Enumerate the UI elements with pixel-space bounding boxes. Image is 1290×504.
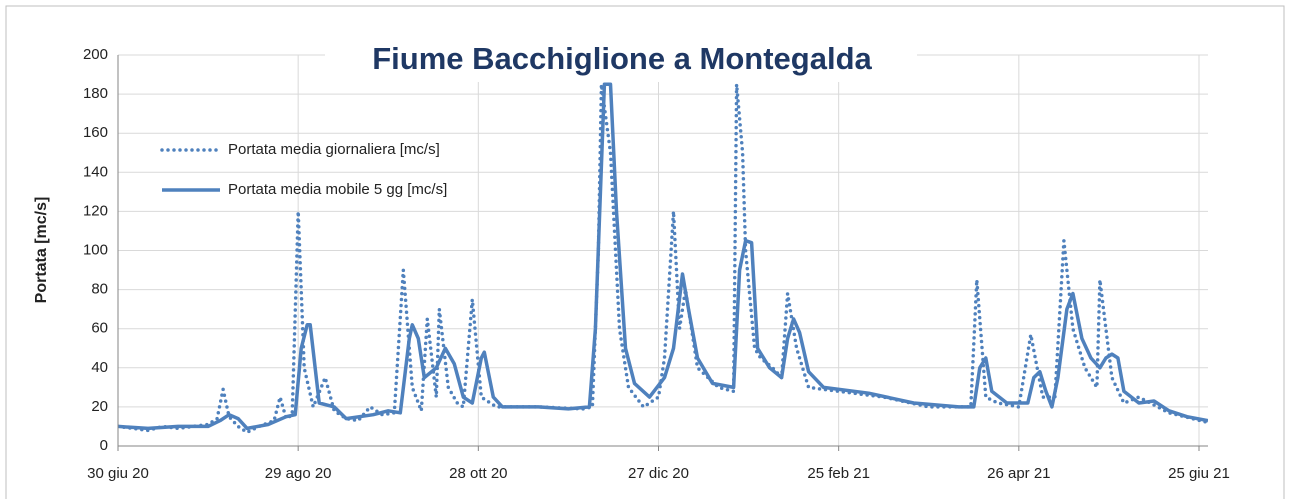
x-tick-label: 25 giu 21 [1168, 465, 1230, 482]
legend-label: Portata media giornaliera [mc/s] [228, 141, 440, 158]
y-tick-label: 160 [83, 124, 108, 141]
y-tick-label: 60 [91, 320, 108, 337]
y-tick-label: 100 [83, 241, 108, 258]
x-tick-label: 26 apr 21 [987, 465, 1050, 482]
legend-label: Portata media mobile 5 gg [mc/s] [228, 181, 447, 198]
y-tick-label: 120 [83, 202, 108, 219]
x-tick-label: 28 ott 20 [449, 465, 507, 482]
y-tick-label: 40 [91, 359, 108, 376]
x-tick-label: 27 dic 20 [628, 465, 689, 482]
chart-title: Fiume Bacchiglione a Montegalda [372, 41, 872, 76]
series-line [118, 82, 1208, 431]
grid [117, 54, 1208, 447]
legend: Portata media giornaliera [mc/s] Portata … [160, 141, 447, 198]
y-tick-label: 0 [100, 437, 108, 454]
series-line [118, 84, 1208, 435]
y-axis-label: Portata [mc/s] [33, 197, 50, 304]
x-tick-label: 30 giu 20 [87, 465, 149, 482]
title-box [325, 40, 917, 82]
y-tick-label: 200 [83, 46, 108, 63]
x-tick-label: 29 ago 20 [265, 465, 332, 482]
y-tick-label: 140 [83, 163, 108, 180]
y-tick-label: 20 [91, 398, 108, 415]
y-tick-label: 180 [83, 85, 108, 102]
plot-area [118, 82, 1208, 435]
y-tick-label: 80 [91, 281, 108, 298]
x-tick-label: 25 feb 21 [807, 465, 870, 482]
